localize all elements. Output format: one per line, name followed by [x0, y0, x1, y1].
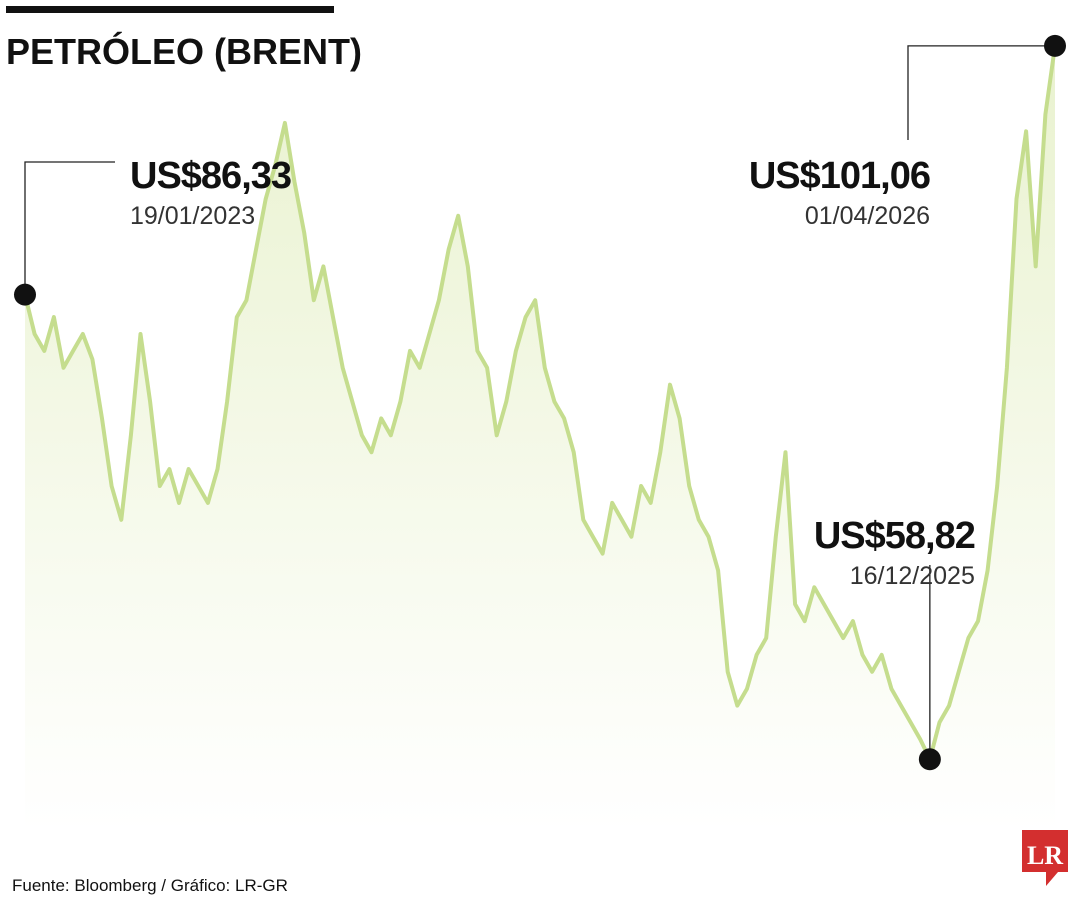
annotation-value: US$86,33: [130, 155, 291, 197]
logo: LR: [1027, 841, 1063, 870]
annotation-dot: [14, 283, 36, 306]
line: [23, 45, 1057, 762]
chart-title: PETRÓLEO (BRENT): [6, 30, 362, 72]
source: Fuente: Bloomberg / Gráfico: LR-GR: [12, 876, 288, 895]
logo-badge: [1022, 830, 1068, 886]
annotation-dot: [1044, 34, 1066, 57]
annotation-date: 01/04/2026: [805, 202, 930, 230]
area: [25, 45, 1055, 830]
title-rule: [6, 6, 334, 13]
annotation-dot: [918, 748, 941, 771]
annotation-value: US$101,06: [749, 155, 930, 197]
leader-line: [907, 45, 1055, 140]
annotation-date: 19/01/2023: [130, 202, 255, 230]
annotation-date: 16/12/2025: [850, 562, 975, 590]
leader-line: [24, 161, 115, 295]
annotation-value: US$58,82: [814, 515, 975, 557]
